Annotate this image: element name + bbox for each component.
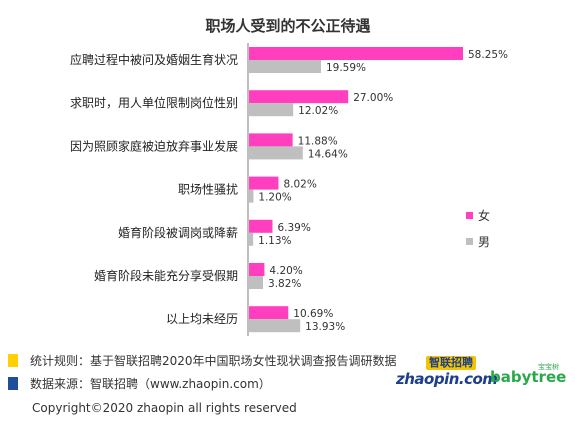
babytree-logo-en: babytree — [490, 368, 567, 386]
male-value-label: 13.93% — [305, 321, 345, 333]
data-source-note: 数据来源：智联招聘（www.zhaopin.com） — [8, 375, 271, 392]
female-value-label: 4.20% — [269, 265, 302, 277]
male-bar — [249, 146, 303, 160]
male-value-label: 14.64% — [308, 148, 348, 160]
male-value-label: 3.82% — [268, 278, 301, 290]
female-bar — [249, 263, 265, 276]
male-value-label: 1.13% — [258, 235, 291, 247]
male-bar — [249, 232, 254, 246]
category-label: 求职时，用人单位限制岗位性别 — [70, 95, 238, 110]
chart-title: 职场人受到的不公正待遇 — [205, 17, 370, 35]
male-bar — [249, 276, 264, 289]
stat-rule-text: 统计规则：基于智联招聘2020年中国职场女性现状调查报告调研数据 — [30, 354, 397, 368]
data-source-text: 数据来源：智联招聘（www.zhaopin.com） — [30, 377, 271, 391]
zhaopin-logo-en: zhaopin.com — [396, 370, 498, 388]
category-label: 因为照顾家庭被迫放弃事业发展 — [70, 138, 238, 153]
male-bar — [249, 103, 294, 117]
male-value-label: 1.20% — [258, 192, 291, 204]
male-legend-label: 男 — [478, 235, 490, 249]
category-label: 婚育阶段被调岗或降薪 — [118, 225, 238, 240]
copyright-text: Copyright©2020 zhaopin all rights reserv… — [32, 401, 297, 415]
female-bar — [249, 306, 289, 320]
female-value-label: 8.02% — [283, 179, 316, 191]
female-value-label: 27.00% — [353, 92, 393, 104]
female-bar — [249, 219, 273, 233]
category-label: 应聘过程中被问及婚姻生育状况 — [70, 52, 238, 67]
female-legend-swatch — [466, 212, 473, 219]
female-bar — [249, 90, 349, 104]
female-value-label: 10.69% — [293, 308, 333, 320]
female-value-label: 11.88% — [298, 135, 338, 147]
babytree-logo: 宝宝树 babytree — [490, 362, 570, 388]
legend: 女男 — [466, 208, 490, 249]
female-bar — [249, 47, 463, 60]
female-bar — [249, 176, 279, 190]
bars-group: 应聘过程中被问及婚姻生育状况 58.25% 19.59% 求职时，用人单位限制岗位性别… — [70, 47, 508, 333]
zhaopin-logo-cn: 智联招聘 — [426, 356, 476, 370]
category-label: 婚育阶段未能充分享受假期 — [94, 268, 238, 283]
male-value-label: 12.02% — [298, 105, 338, 117]
yellow-square-icon — [8, 354, 18, 367]
stat-rule-note: 统计规则：基于智联招聘2020年中国职场女性现状调查报告调研数据 — [8, 352, 397, 369]
male-bar — [249, 189, 254, 203]
male-bar — [249, 60, 321, 73]
male-legend-swatch — [466, 238, 473, 245]
category-label: 以上均未经历 — [166, 312, 238, 326]
category-label: 职场性骚扰 — [178, 183, 238, 197]
female-bar — [249, 133, 293, 147]
blue-square-icon — [8, 377, 18, 390]
male-bar — [249, 319, 301, 333]
female-legend-label: 女 — [478, 208, 490, 223]
babytree-logo-cn: 宝宝树 — [538, 363, 559, 371]
female-value-label: 6.39% — [277, 222, 310, 234]
male-value-label: 19.59% — [326, 62, 366, 74]
female-value-label: 58.25% — [468, 49, 508, 61]
zhaopin-logo: 智联招聘 zhaopin.com — [396, 356, 498, 388]
